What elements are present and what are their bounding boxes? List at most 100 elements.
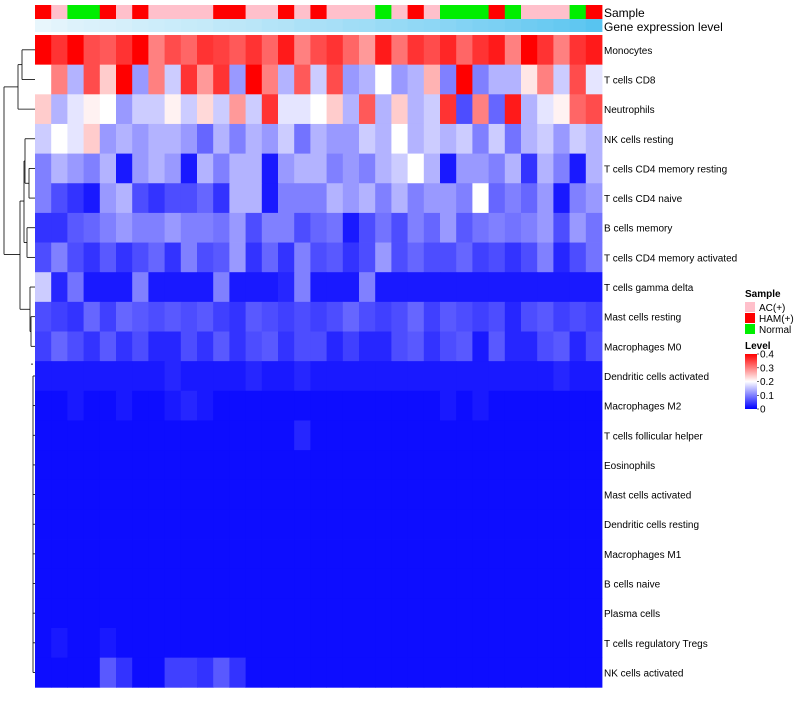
heatmap-cell — [440, 568, 457, 599]
heatmap-cell — [504, 420, 522, 451]
heatmap-cell — [83, 242, 101, 273]
sample-annotation-cell — [375, 5, 392, 19]
gene-expression-annotation-cell — [116, 19, 133, 32]
heatmap-cell — [132, 598, 149, 629]
heatmap-cell — [261, 272, 279, 303]
heatmap-cell — [456, 568, 473, 599]
heatmap-cell — [99, 509, 117, 540]
heatmap-cell — [67, 361, 84, 392]
heatmap-cell — [440, 361, 457, 392]
heatmap-cell — [229, 628, 246, 659]
heatmap-cell — [294, 539, 311, 570]
heatmap-cell — [423, 331, 441, 362]
gene-expression-annotation-cell — [278, 19, 295, 32]
heatmap-cell — [375, 628, 392, 659]
heatmap-cell — [261, 450, 279, 481]
heatmap-cell — [99, 479, 117, 510]
heatmap-cell — [440, 539, 457, 570]
heatmap-cell — [407, 598, 425, 629]
heatmap-cell — [585, 331, 603, 362]
heatmap-cell — [569, 479, 587, 510]
heatmap-cell — [213, 361, 230, 392]
legend-sample-label: AC(+) — [759, 303, 785, 314]
heatmap-cell — [67, 301, 84, 332]
heatmap-cell — [132, 94, 149, 125]
heatmap-cell — [326, 598, 344, 629]
heatmap-cell — [132, 657, 149, 688]
heatmap-cell — [148, 628, 165, 659]
heatmap-cell — [585, 568, 603, 599]
heatmap-cell — [35, 64, 52, 95]
legend-sample-label: Normal — [759, 325, 791, 336]
heatmap-cell — [407, 628, 425, 659]
heatmap-cell — [180, 123, 198, 154]
heatmap-cell — [326, 479, 344, 510]
heatmap-cell — [391, 35, 408, 66]
heatmap-cell — [83, 420, 101, 451]
heatmap-cell — [164, 539, 182, 570]
heatmap-cell — [553, 331, 570, 362]
heatmap-cell — [553, 123, 570, 154]
heatmap-cell — [148, 123, 165, 154]
heatmap-cell — [569, 598, 587, 629]
heatmap-cell — [83, 361, 101, 392]
heatmap-cell — [326, 301, 344, 332]
heatmap-cell — [456, 272, 473, 303]
gene-expression-annotation-cell — [197, 19, 214, 32]
heatmap-cell — [245, 390, 263, 421]
heatmap-cell — [440, 64, 457, 95]
heatmap-cell — [197, 628, 214, 659]
heatmap-cell — [310, 628, 327, 659]
heatmap-cell — [148, 94, 165, 125]
gene-expression-annotation-cell — [585, 19, 603, 32]
legend-sample-title: Sample — [745, 289, 781, 300]
heatmap-cell — [456, 123, 473, 154]
heatmap-cell — [116, 628, 133, 659]
heatmap-cell — [35, 153, 52, 184]
heatmap-cell — [229, 390, 246, 421]
heatmap-cell — [375, 420, 392, 451]
heatmap-cell — [504, 568, 522, 599]
heatmap-cell — [213, 331, 230, 362]
heatmap-cell — [229, 301, 246, 332]
heatmap-cell — [391, 450, 408, 481]
heatmap-cell — [359, 35, 376, 66]
heatmap-cell — [423, 35, 441, 66]
heatmap-cell — [99, 598, 117, 629]
heatmap-cell — [116, 301, 133, 332]
heatmap-cell — [310, 212, 327, 243]
heatmap-cell — [51, 35, 68, 66]
heatmap-cell — [294, 272, 311, 303]
legend-level-tick-label: 0 — [760, 405, 766, 416]
heatmap-cell — [132, 331, 149, 362]
heatmap-cell — [326, 509, 344, 540]
heatmap-cell — [132, 420, 149, 451]
sample-annotation-cell — [294, 5, 311, 19]
heatmap-cell — [359, 183, 376, 214]
heatmap-cell — [537, 628, 554, 659]
heatmap-cell — [407, 35, 425, 66]
column-annotations — [35, 5, 603, 32]
heatmap-cell — [197, 390, 214, 421]
heatmap-cell — [67, 509, 84, 540]
heatmap-cell — [213, 479, 230, 510]
heatmap-cell — [148, 568, 165, 599]
heatmap-cell — [553, 450, 570, 481]
heatmap-cell — [407, 301, 425, 332]
heatmap-cell — [67, 390, 84, 421]
heatmap-cell — [99, 301, 117, 332]
heatmap-cell — [537, 94, 554, 125]
heatmap-cell — [99, 657, 117, 688]
heatmap-cell — [359, 657, 376, 688]
gene-expression-annotation-cell — [569, 19, 587, 32]
heatmap-cell — [310, 479, 327, 510]
heatmap-cell — [391, 153, 408, 184]
heatmap-cell — [83, 539, 101, 570]
heatmap-cell — [310, 598, 327, 629]
heatmap-cell — [51, 94, 68, 125]
heatmap-cell — [99, 450, 117, 481]
heatmap-cell — [229, 568, 246, 599]
heatmap-cell — [99, 420, 117, 451]
heatmap-cell — [294, 361, 311, 392]
heatmap-cell — [537, 450, 554, 481]
